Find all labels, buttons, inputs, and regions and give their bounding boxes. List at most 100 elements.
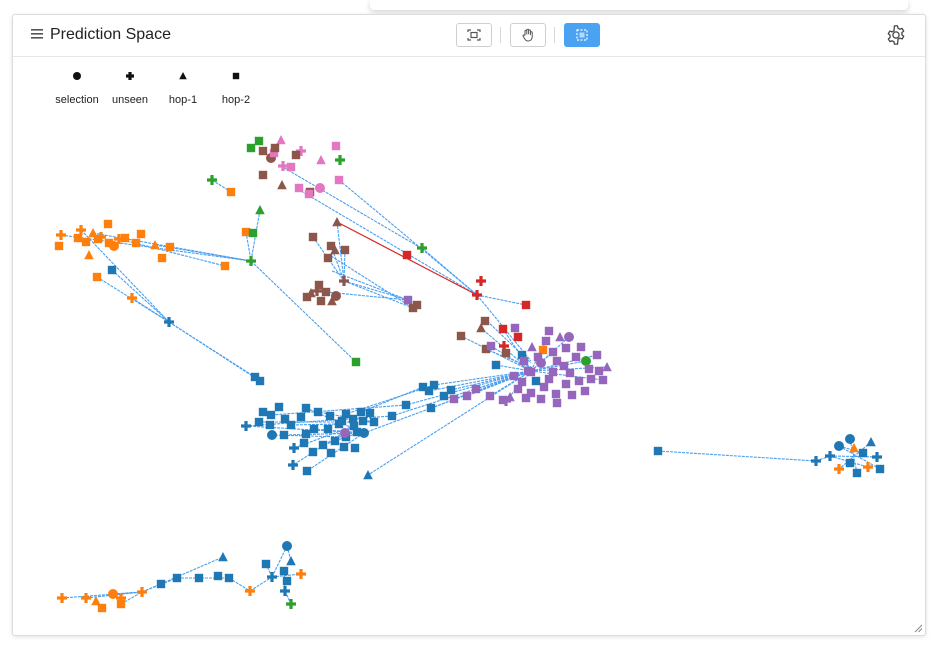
unseen-node[interactable] [501, 396, 511, 406]
hop-2-node[interactable] [352, 427, 362, 437]
hop-2-node[interactable] [194, 573, 204, 583]
hop-2-node[interactable] [258, 170, 268, 180]
hop-2-node[interactable] [325, 411, 335, 421]
hop-2-node[interactable] [424, 386, 434, 396]
hop-2-node[interactable] [559, 361, 569, 371]
hop-1-node[interactable] [150, 240, 160, 250]
hop-2-node[interactable] [481, 344, 491, 354]
unseen-node[interactable] [96, 232, 106, 242]
unseen-node[interactable] [335, 155, 345, 165]
hop-2-node[interactable] [220, 261, 230, 271]
hop-2-node[interactable] [334, 175, 344, 185]
hop-2-node[interactable] [402, 250, 412, 260]
unseen-node[interactable] [207, 175, 217, 185]
hop-2-node[interactable] [538, 345, 548, 355]
hop-2-node[interactable] [594, 366, 604, 376]
hop-2-node[interactable] [571, 352, 581, 362]
unseen-node[interactable] [278, 161, 288, 171]
unseen-node[interactable] [56, 230, 66, 240]
hop-2-node[interactable] [120, 233, 130, 243]
hop-2-node[interactable] [136, 229, 146, 239]
hop-2-node[interactable] [536, 394, 546, 404]
hop-2-node[interactable] [81, 237, 91, 247]
unseen-node[interactable] [57, 593, 67, 604]
hop-1-node[interactable] [84, 250, 94, 260]
hop-2-node[interactable] [517, 350, 527, 360]
hop-2-node[interactable] [858, 448, 868, 458]
hop-2-node[interactable] [326, 448, 336, 458]
hop-2-node[interactable] [584, 364, 594, 374]
hop-2-node[interactable] [349, 421, 359, 431]
prediction-scatter-plot[interactable]: selection unseen hop-1 hop-2 [13, 57, 925, 635]
hop-2-node[interactable] [280, 414, 290, 424]
hop-2-node[interactable] [73, 233, 83, 243]
selection-node[interactable] [267, 430, 277, 440]
unseen-node[interactable] [288, 460, 298, 470]
hop-2-node[interactable] [446, 385, 456, 395]
unseen-node[interactable] [81, 593, 91, 604]
hop-2-node[interactable] [299, 438, 309, 448]
hop-2-node[interactable] [567, 390, 577, 400]
hop-2-node[interactable] [552, 356, 562, 366]
hop-2-node[interactable] [339, 442, 349, 452]
hop-2-node[interactable] [254, 136, 264, 146]
hop-2-node[interactable] [157, 253, 167, 263]
hop-2-node[interactable] [351, 357, 361, 367]
hop-2-node[interactable] [412, 300, 422, 310]
hop-2-node[interactable] [365, 408, 375, 418]
hop-1-node[interactable] [218, 552, 228, 562]
hop-2-node[interactable] [291, 150, 301, 160]
hop-2-node[interactable] [439, 391, 449, 401]
hop-2-node[interactable] [323, 253, 333, 263]
unseen-node[interactable] [127, 293, 137, 303]
hop-2-node[interactable] [480, 316, 490, 326]
unseen-node[interactable] [116, 593, 126, 604]
hop-2-node[interactable] [258, 146, 268, 156]
hop-2-node[interactable] [331, 141, 341, 151]
selection-node[interactable] [359, 428, 369, 438]
selection-node[interactable] [834, 441, 844, 451]
hop-2-node[interactable] [586, 374, 596, 384]
hop-2-node[interactable] [261, 559, 271, 569]
unseen-node[interactable] [472, 290, 482, 300]
hop-2-node[interactable] [418, 382, 428, 392]
hop-2-node[interactable] [304, 189, 314, 199]
hop-2-node[interactable] [485, 391, 495, 401]
hop-2-node[interactable] [456, 331, 466, 341]
selection-node[interactable] [845, 434, 855, 444]
hop-2-node[interactable] [258, 407, 268, 417]
unseen-node[interactable] [863, 462, 874, 472]
hop-2-node[interactable] [318, 440, 328, 450]
hop-2-node[interactable] [539, 382, 549, 392]
hop-2-node[interactable] [296, 412, 306, 422]
hop-2-node[interactable] [323, 424, 333, 434]
hop-2-node[interactable] [301, 429, 311, 439]
hop-2-node[interactable] [551, 389, 561, 399]
hop-2-node[interactable] [246, 143, 256, 153]
hop-1-node[interactable] [866, 437, 876, 447]
hop-2-node[interactable] [250, 372, 260, 382]
hop-2-node[interactable] [403, 295, 413, 305]
hop-2-node[interactable] [269, 148, 279, 158]
hop-2-node[interactable] [498, 324, 508, 334]
unseen-node[interactable] [312, 286, 322, 296]
hop-2-node[interactable] [172, 573, 182, 583]
hop-2-node[interactable] [279, 430, 289, 440]
hop-2-node[interactable] [598, 375, 608, 385]
hop-2-node[interactable] [308, 447, 318, 457]
hop-2-node[interactable] [548, 347, 558, 357]
hop-2-node[interactable] [501, 348, 511, 358]
hop-2-node[interactable] [107, 265, 117, 275]
hop-2-node[interactable] [519, 356, 529, 366]
hop-1-node[interactable] [555, 332, 565, 342]
selection-node[interactable] [108, 589, 118, 599]
unseen-node[interactable] [246, 256, 256, 266]
unseen-node[interactable] [286, 599, 296, 610]
hop-2-node[interactable] [326, 241, 336, 251]
hop-1-node[interactable] [527, 342, 537, 352]
unseen-node[interactable] [245, 586, 255, 597]
unseen-node[interactable] [339, 276, 349, 286]
hop-1-node[interactable] [849, 443, 859, 453]
hop-2-node[interactable] [241, 227, 251, 237]
hop-1-node[interactable] [286, 556, 296, 566]
